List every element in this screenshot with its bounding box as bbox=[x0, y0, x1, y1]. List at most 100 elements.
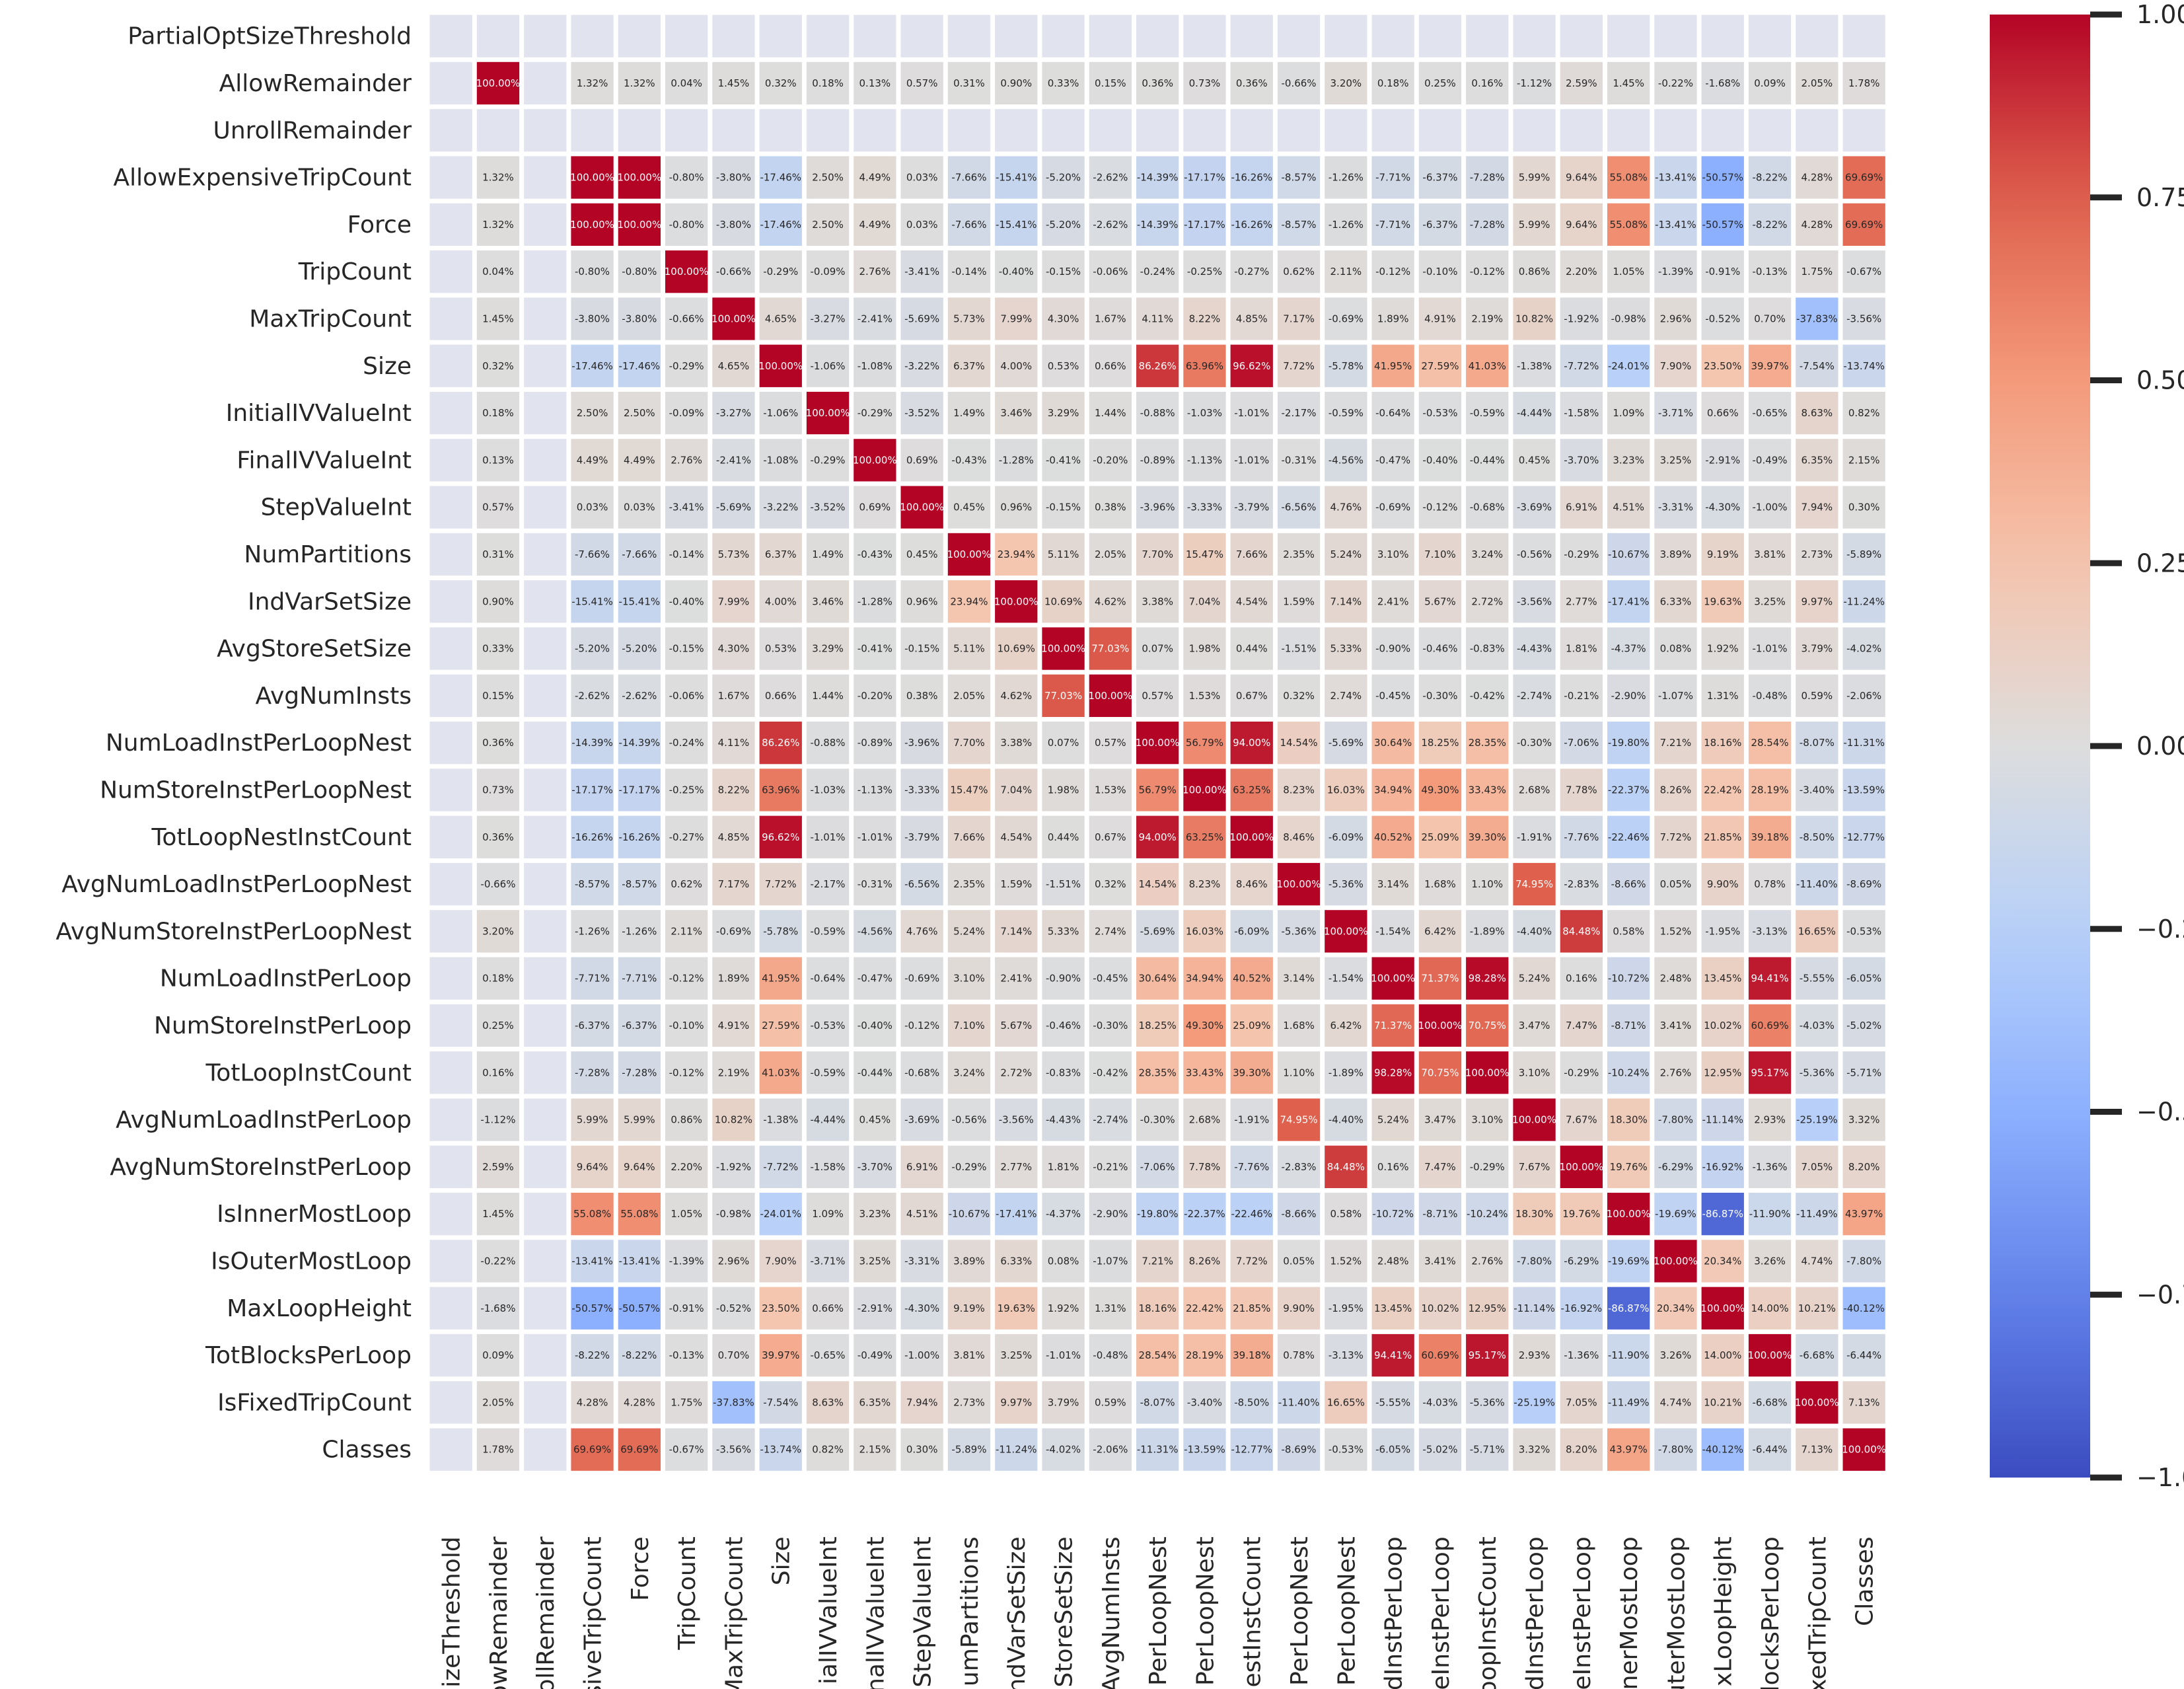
cell-value-label: -17.41% bbox=[996, 1208, 1037, 1220]
cell-value-label: 100.00% bbox=[900, 502, 944, 513]
cell-value-label: -5.89% bbox=[951, 1444, 986, 1456]
heatmap-cell bbox=[665, 250, 708, 293]
cell-value-label: -8.07% bbox=[1140, 1396, 1175, 1408]
cell-value-label: -0.29% bbox=[1564, 548, 1599, 560]
heatmap-cell bbox=[1418, 627, 1462, 670]
cell-value-label: 0.62% bbox=[671, 878, 702, 890]
row-label: AvgStoreSetSize bbox=[217, 636, 412, 663]
cell-value-label: 0.57% bbox=[906, 77, 938, 89]
cell-value-label: -7.80% bbox=[1658, 1114, 1693, 1126]
heatmap-cell bbox=[1607, 627, 1650, 670]
heatmap-cell bbox=[1325, 722, 1367, 765]
heatmap-cell bbox=[1418, 1193, 1462, 1236]
cell-value-label: 96.62% bbox=[762, 831, 799, 843]
cell-value-label: 7.13% bbox=[1848, 1396, 1880, 1408]
cell-value-label: -0.88% bbox=[811, 737, 846, 749]
heatmap-cell bbox=[1654, 533, 1697, 576]
heatmap-cell bbox=[1089, 1287, 1132, 1330]
heatmap-cell bbox=[1277, 439, 1321, 482]
cell-value-label: 3.14% bbox=[1377, 878, 1409, 890]
cell-value-label: 40.52% bbox=[1233, 973, 1270, 985]
heatmap-cell bbox=[1042, 533, 1085, 576]
cell-value-label: -1.39% bbox=[669, 1255, 704, 1267]
heatmap-cell bbox=[1560, 1333, 1603, 1377]
heatmap-cell bbox=[1183, 1428, 1226, 1471]
cell-value-label: -4.30% bbox=[1705, 502, 1740, 513]
heatmap-cell bbox=[1748, 439, 1792, 482]
row-label: Classes bbox=[322, 1437, 412, 1464]
heatmap-cell bbox=[429, 203, 472, 246]
cell-value-label: 100.00% bbox=[1136, 737, 1180, 749]
column-label: TripCount bbox=[674, 1536, 701, 1650]
heatmap-cell bbox=[1042, 910, 1085, 953]
heatmap-cell bbox=[1796, 627, 1838, 670]
heatmap-cell bbox=[429, 297, 472, 340]
heatmap-cell bbox=[1748, 203, 1792, 246]
heatmap-cell bbox=[1042, 1098, 1085, 1141]
heatmap-cell bbox=[806, 957, 850, 1000]
heatmap-cell bbox=[1277, 109, 1321, 152]
heatmap-cell bbox=[571, 674, 614, 717]
cell-value-label: -5.78% bbox=[1329, 360, 1364, 372]
heatmap-cell bbox=[1277, 862, 1321, 906]
cell-value-label: 6.42% bbox=[1330, 1020, 1362, 1032]
heatmap-cell bbox=[1371, 156, 1414, 199]
heatmap-cell bbox=[524, 1333, 567, 1377]
heatmap-cell bbox=[1560, 533, 1603, 576]
heatmap-cell bbox=[1513, 533, 1556, 576]
cell-value-label: 2.96% bbox=[718, 1255, 750, 1267]
heatmap-cell bbox=[1136, 910, 1179, 953]
cell-value-label: 4.30% bbox=[718, 643, 750, 655]
cell-value-label: -17.41% bbox=[1608, 595, 1650, 607]
cell-value-label: -1.95% bbox=[1329, 1302, 1364, 1314]
cell-value-label: 0.59% bbox=[1802, 690, 1833, 702]
heatmap-cell bbox=[900, 1240, 943, 1283]
column-label: eInstPerLoop bbox=[1569, 1536, 1596, 1689]
cell-value-label: 21.85% bbox=[1233, 1302, 1270, 1314]
cell-value-label: 1.05% bbox=[1613, 266, 1644, 278]
cell-value-label: 8.20% bbox=[1848, 1161, 1880, 1173]
cell-value-label: 0.57% bbox=[1095, 737, 1126, 749]
heatmap-cell bbox=[1136, 1287, 1179, 1330]
heatmap-cell bbox=[1842, 1145, 1885, 1188]
cell-value-label: 3.25% bbox=[1754, 595, 1786, 607]
cell-value-label: -6.29% bbox=[1658, 1161, 1693, 1173]
heatmap-cell bbox=[1042, 109, 1085, 152]
cell-value-label: 34.94% bbox=[1374, 784, 1412, 796]
heatmap-cell bbox=[1466, 1004, 1509, 1047]
heatmap-cell bbox=[854, 109, 896, 152]
heatmap-cell bbox=[759, 580, 802, 623]
heatmap-cell bbox=[1513, 61, 1556, 105]
cell-value-label: -5.55% bbox=[1375, 1396, 1410, 1408]
cell-value-label: 2.76% bbox=[1471, 1255, 1503, 1267]
cell-value-label: -1.38% bbox=[1517, 360, 1552, 372]
cell-value-label: 4.85% bbox=[718, 831, 750, 843]
heatmap-cell bbox=[1089, 533, 1132, 576]
heatmap-cell bbox=[712, 1240, 755, 1283]
cell-value-label: 20.34% bbox=[1657, 1302, 1694, 1314]
heatmap-cell bbox=[947, 957, 991, 1000]
column-label: nalIVValueInt bbox=[862, 1536, 889, 1689]
heatmap-cell bbox=[759, 769, 802, 811]
cell-value-label: 7.94% bbox=[1802, 502, 1833, 513]
heatmap-cell bbox=[618, 61, 661, 105]
cell-value-label: -3.71% bbox=[1658, 407, 1693, 419]
heatmap-cell bbox=[854, 627, 896, 670]
heatmap-cell bbox=[1325, 769, 1367, 811]
heatmap-cell bbox=[429, 250, 472, 293]
heatmap-cell bbox=[1042, 957, 1085, 1000]
heatmap-cell bbox=[571, 580, 614, 623]
cell-value-label: -1.01% bbox=[1234, 407, 1269, 419]
cell-value-label: -3.69% bbox=[904, 1114, 939, 1126]
column-label: MaxTripCount bbox=[721, 1536, 748, 1689]
cell-value-label: 18.25% bbox=[1139, 1020, 1177, 1032]
heatmap-cell bbox=[618, 533, 661, 576]
heatmap-cell bbox=[1560, 15, 1603, 57]
heatmap-cell bbox=[759, 486, 802, 529]
heatmap-cell bbox=[712, 769, 755, 811]
cell-value-label: 9.90% bbox=[1707, 878, 1739, 890]
cell-value-label: 0.30% bbox=[906, 1444, 938, 1456]
cell-value-label: -0.53% bbox=[1329, 1444, 1364, 1456]
cell-value-label: -1.26% bbox=[1329, 219, 1364, 231]
heatmap-cell bbox=[665, 15, 708, 57]
